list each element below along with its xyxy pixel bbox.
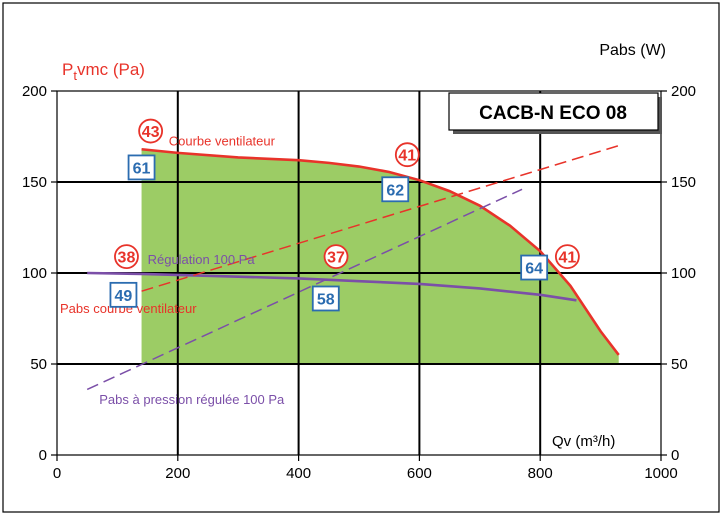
x-tick-label: 200 <box>165 465 190 482</box>
y-axis-left-label-sub: t <box>73 68 77 83</box>
y-axis-left-label-rest: vmc (Pa) <box>77 60 145 79</box>
marker-box-value-2: 61 <box>133 160 151 177</box>
marker-circle-value-3: 41 <box>398 148 416 165</box>
marker-circle-1 <box>138 118 164 144</box>
marker-box-value-8: 64 <box>525 261 543 278</box>
y-tick-label-left: 50 <box>30 356 47 373</box>
series-label-1: Courbe ventilateur <box>169 134 276 149</box>
marker-circle-value-6: 37 <box>327 250 345 267</box>
marker-box-9 <box>109 281 138 308</box>
y-axis-left-label: Ptvmc (Pa) <box>62 60 145 83</box>
marker-circle-5 <box>114 244 139 270</box>
y-tick-label-left: 150 <box>22 174 47 191</box>
y-tick-label-right: 150 <box>671 174 696 191</box>
y-tick-label-left: 0 <box>39 447 47 464</box>
plot-layer: 0 200 400 600 800 100005010015020005010015020… <box>22 83 696 482</box>
series-label-2: Régulation 100 Pa <box>148 252 256 267</box>
y-tick-label-right: 200 <box>671 83 696 100</box>
marker-box-4 <box>381 176 410 203</box>
y-tick-label-right: 50 <box>671 356 688 373</box>
marker-box-value-4: 62 <box>386 182 404 199</box>
y-tick-label-right: 100 <box>671 265 696 282</box>
series-line-1 <box>141 147 620 356</box>
marker-box-8 <box>520 254 549 281</box>
x-tick-label: 800 <box>528 465 553 482</box>
marker-box-value-9: 49 <box>115 288 133 305</box>
x-tick-label: 400 <box>286 465 311 482</box>
series-line-2 <box>87 271 577 302</box>
marker-box-10 <box>311 285 340 312</box>
chart-title: CACB-N ECO 08 <box>479 103 627 124</box>
chart-title-box: CACB-N ECO 08 <box>448 92 662 134</box>
x-tick-label: 1000 <box>644 465 677 482</box>
y-tick-label-left: 200 <box>22 83 47 100</box>
x-tick-label: 600 <box>407 465 432 482</box>
marker-box-value-10: 58 <box>317 291 335 308</box>
marker-box-2 <box>127 154 156 181</box>
marker-circle-value-5: 38 <box>118 250 136 267</box>
y-tick-label-right: 0 <box>671 447 679 464</box>
marker-circle-3 <box>394 142 420 168</box>
marker-circle-value-1: 43 <box>142 124 160 141</box>
x-axis-label: Qv (m³/h) <box>552 433 615 450</box>
y-axis-left-label-base: P <box>62 60 73 79</box>
series-label-3: Pabs courbe ventilateur <box>60 301 197 316</box>
series-line-4 <box>86 188 523 391</box>
series-label-4: Pabs à pression régulée 100 Pa <box>99 392 285 407</box>
marker-circle-6 <box>323 244 349 270</box>
y-axis-right-label: Pabs (W) <box>599 42 666 59</box>
chart-title-frame <box>448 92 659 131</box>
marker-circle-value-7: 41 <box>558 250 576 267</box>
marker-circle-7 <box>554 244 580 270</box>
x-tick-label: 0 <box>53 465 61 482</box>
series-line-3 <box>141 144 619 292</box>
y-tick-label-left: 100 <box>22 265 47 282</box>
